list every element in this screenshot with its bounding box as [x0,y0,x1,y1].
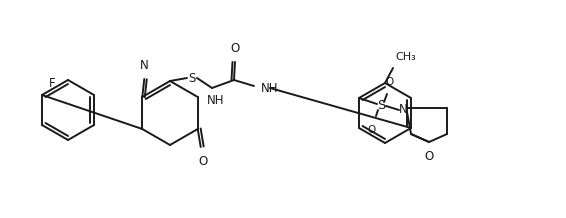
Text: N: N [398,104,408,116]
Text: O: O [385,77,393,87]
Text: CH₃: CH₃ [395,52,416,62]
Text: S: S [377,99,385,112]
Text: NH: NH [207,94,224,107]
Text: O: O [198,155,207,168]
Text: S: S [188,72,196,85]
Text: O: O [424,150,434,163]
Text: O: O [367,125,375,135]
Text: N: N [140,59,149,72]
Text: F: F [49,77,55,90]
Text: NH: NH [261,82,278,95]
Text: O: O [230,42,239,55]
